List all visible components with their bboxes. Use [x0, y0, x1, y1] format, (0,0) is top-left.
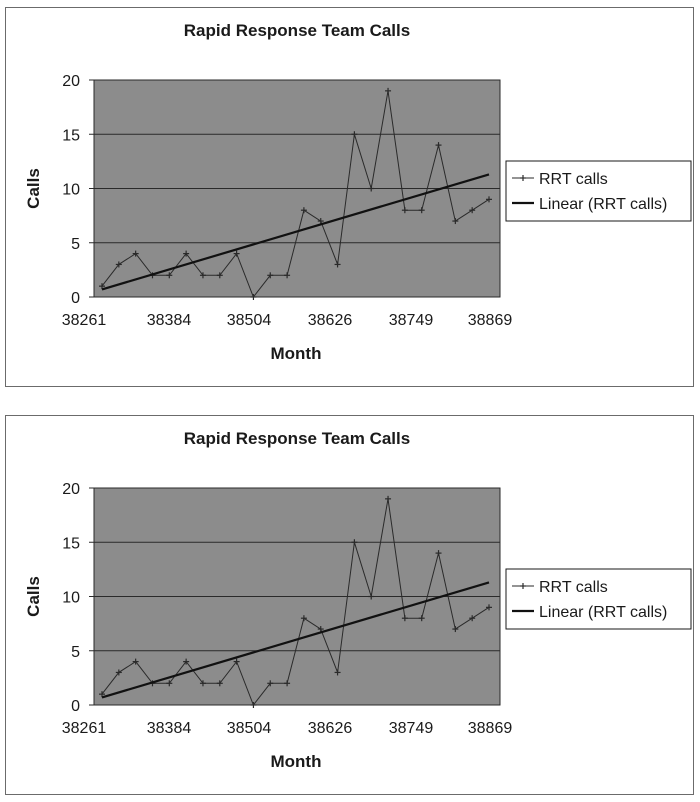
- x-tick-label: 38626: [308, 720, 353, 737]
- data-point-rrt-calls: [267, 680, 274, 687]
- x-tick-label: 38504: [227, 720, 272, 737]
- x-tick-label: 38869: [468, 720, 513, 737]
- data-point-rrt-calls: [199, 272, 206, 279]
- data-point-rrt-calls: [132, 658, 139, 665]
- x-axis-label: Month: [271, 752, 322, 771]
- data-point-rrt-calls: [199, 680, 206, 687]
- data-point-rrt-calls: [334, 261, 341, 268]
- data-point-rrt-calls: [418, 615, 425, 622]
- data-point-rrt-calls: [351, 539, 358, 546]
- chart-title: Rapid Response Team Calls: [184, 21, 410, 40]
- y-axis-label: Calls: [24, 168, 43, 209]
- data-point-rrt-calls: [435, 550, 442, 557]
- data-point-rrt-calls: [99, 283, 105, 290]
- x-tick-label: 38384: [147, 312, 192, 329]
- chart-panel-bottom: Rapid Response Team Calls 0 5 10 15 20 38261 38…: [5, 415, 694, 795]
- trendline-linear: [101, 173, 490, 291]
- y-tick-label: 15: [62, 535, 80, 552]
- legend-box: [505, 160, 692, 222]
- data-point-rrt-calls: [166, 680, 173, 687]
- data-point-rrt-calls: [334, 669, 341, 676]
- chart-svg-top: Rapid Response Team Calls 0 5 10 15 20 38261 38…: [24, 21, 692, 363]
- y-tick-label: 10: [62, 182, 80, 199]
- y-tick-label: 10: [62, 590, 80, 607]
- legend-label-trendline: Linear (RRT calls): [539, 604, 667, 621]
- y-tick-label: 15: [62, 127, 80, 144]
- x-tick-label: 38869: [468, 312, 513, 329]
- data-point-rrt-calls: [469, 615, 476, 622]
- data-point-rrt-calls: [368, 185, 375, 192]
- data-point-rrt-calls: [300, 615, 307, 622]
- data-point-rrt-calls: [284, 680, 291, 687]
- legend-label-rrt-calls: RRT calls: [539, 579, 608, 596]
- legend-label-trendline: Linear (RRT calls): [539, 196, 667, 213]
- data-point-rrt-calls: [452, 218, 459, 225]
- y-tick-label: 20: [62, 73, 80, 90]
- legend-label-rrt-calls: RRT calls: [539, 171, 608, 188]
- trendline-linear: [101, 581, 490, 699]
- data-point-rrt-calls: [183, 658, 190, 665]
- data-point-rrt-calls: [385, 87, 392, 94]
- x-tick-label: 38749: [389, 720, 434, 737]
- y-tick-label: 5: [71, 236, 80, 253]
- data-point-rrt-calls: [486, 196, 492, 203]
- x-axis-label: Month: [271, 344, 322, 363]
- x-tick-label: 38626: [308, 312, 353, 329]
- data-point-rrt-calls: [267, 272, 274, 279]
- data-point-rrt-calls: [469, 207, 476, 214]
- data-point-rrt-calls: [486, 604, 492, 611]
- x-tick-label: 38261: [62, 720, 107, 737]
- data-point-rrt-calls: [132, 250, 139, 257]
- chart-panel-top: Rapid Response Team Calls 0 5 10 15 20 38261 38…: [5, 7, 694, 387]
- chart-svg-bottom: Rapid Response Team Calls 0 5 10 15 20 38261 38…: [24, 429, 692, 771]
- data-point-rrt-calls: [115, 669, 122, 676]
- x-tick-label: 38504: [227, 312, 272, 329]
- data-point-rrt-calls: [317, 626, 324, 633]
- data-point-rrt-calls: [99, 691, 105, 698]
- data-point-rrt-calls: [233, 658, 240, 665]
- data-point-rrt-calls: [435, 142, 442, 149]
- data-point-rrt-calls: [250, 702, 257, 708]
- data-point-rrt-calls: [351, 131, 358, 138]
- chart-title: Rapid Response Team Calls: [184, 429, 410, 448]
- legend-box: [505, 568, 692, 630]
- y-tick-label: 0: [71, 290, 80, 307]
- data-point-rrt-calls: [166, 272, 173, 279]
- data-point-rrt-calls: [401, 207, 408, 214]
- y-tick-label: 5: [71, 644, 80, 661]
- data-point-rrt-calls: [216, 272, 223, 279]
- data-point-rrt-calls: [216, 680, 223, 687]
- y-tick-label: 0: [71, 698, 80, 715]
- y-tick-label: 20: [62, 481, 80, 498]
- y-axis-label: Calls: [24, 576, 43, 617]
- x-tick-label: 38384: [147, 720, 192, 737]
- data-point-rrt-calls: [250, 294, 257, 300]
- data-point-rrt-calls: [183, 250, 190, 257]
- data-point-rrt-calls: [300, 207, 307, 214]
- data-point-rrt-calls: [115, 261, 122, 268]
- data-point-rrt-calls: [452, 626, 459, 633]
- data-point-rrt-calls: [401, 615, 408, 622]
- data-point-rrt-calls: [284, 272, 291, 279]
- x-tick-label: 38261: [62, 312, 107, 329]
- data-point-rrt-calls: [317, 218, 324, 225]
- data-point-rrt-calls: [385, 495, 392, 502]
- data-point-rrt-calls: [368, 593, 375, 600]
- data-point-rrt-calls: [233, 250, 240, 257]
- data-point-rrt-calls: [418, 207, 425, 214]
- x-tick-label: 38749: [389, 312, 434, 329]
